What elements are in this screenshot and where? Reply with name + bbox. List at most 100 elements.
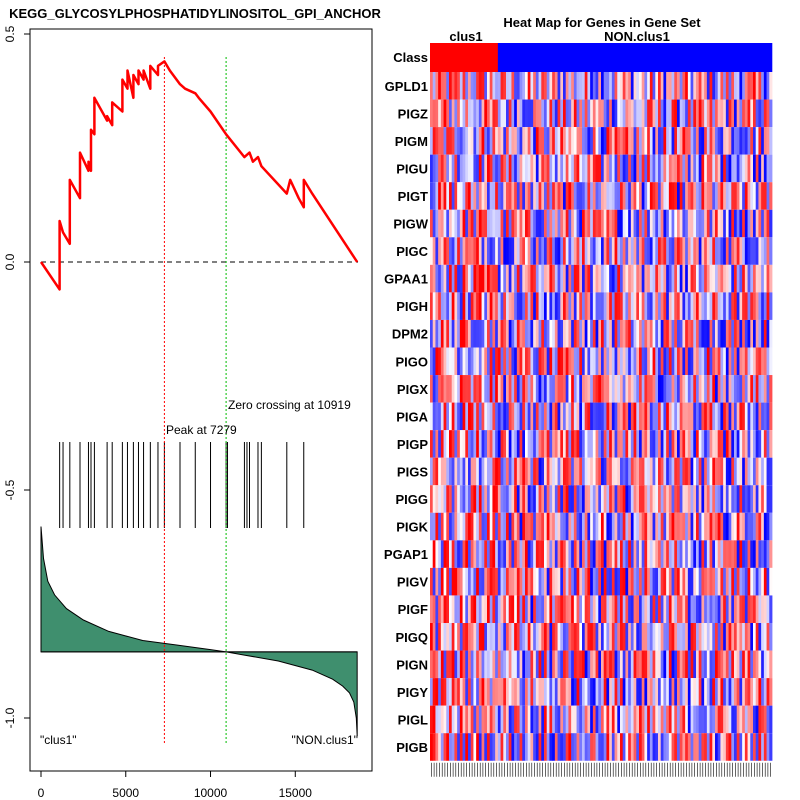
heatmap-cell — [622, 347, 626, 376]
heatmap-cell — [766, 595, 770, 623]
heatmap-cell — [546, 595, 550, 623]
heatmap-cell — [481, 402, 485, 431]
heatmap-cell — [584, 99, 588, 128]
heatmap-cell — [614, 595, 618, 623]
heatmap-cell — [701, 209, 705, 238]
heatmap-cell — [592, 623, 596, 651]
heatmap-cell — [739, 347, 743, 376]
heatmap-cell — [601, 623, 605, 651]
heatmap-cell — [454, 237, 458, 265]
heatmap-cell — [443, 623, 447, 651]
heatmap-cell — [758, 264, 762, 293]
enrichment-score-line — [39, 60, 359, 291]
heatmap-cell — [527, 319, 531, 348]
heatmap-cell — [671, 512, 675, 541]
heatmap-cell — [769, 540, 773, 568]
heatmap-cell — [690, 209, 694, 238]
heatmap-cell — [449, 430, 453, 458]
heatmap-cell — [511, 237, 515, 265]
heatmap-cell — [753, 623, 757, 651]
heatmap-cell — [484, 595, 488, 623]
heatmap-cell — [430, 567, 434, 596]
heatmap-cell — [516, 567, 520, 596]
heatmap-cell — [731, 347, 735, 376]
heatmap-cell — [639, 182, 643, 210]
heatmap-cell — [698, 402, 702, 431]
heatmap-cell — [579, 154, 583, 183]
heatmap-cell — [541, 733, 545, 761]
heatmap-cell — [652, 319, 656, 348]
heatmap-cell — [655, 512, 659, 541]
heatmap-cell — [734, 567, 738, 596]
heatmap-cell — [530, 705, 534, 734]
heatmap-cell — [617, 733, 621, 761]
heatmap-cell — [641, 209, 645, 238]
heatmap-cell — [682, 154, 686, 183]
heatmap-cell — [717, 650, 721, 679]
gene-row-label: PIGX — [397, 382, 428, 397]
heatmap-cell — [709, 595, 713, 623]
heatmap-cell — [652, 154, 656, 183]
heatmap-cell — [755, 347, 759, 376]
heatmap-cell — [674, 567, 678, 596]
heatmap-cell — [644, 237, 648, 265]
gene-row-label: DPM2 — [392, 327, 428, 342]
heatmap-cell — [568, 595, 572, 623]
heatmap-cell — [687, 209, 691, 238]
heatmap-cell — [440, 209, 444, 238]
heatmap-cell — [677, 402, 681, 431]
heatmap-cell — [723, 678, 727, 706]
heatmap-cell — [484, 264, 488, 293]
heatmap-cell — [470, 678, 474, 706]
heatmap-cell — [443, 319, 447, 348]
heatmap-cell — [655, 402, 659, 431]
heatmap-cell — [706, 154, 710, 183]
class-bar — [430, 43, 773, 72]
heatmap-cell — [554, 485, 558, 513]
heatmap-cell — [734, 99, 738, 128]
heatmap-cell — [557, 512, 561, 541]
heatmap-cell — [598, 127, 602, 155]
heatmap-cell — [449, 733, 453, 761]
heatmap-cell — [715, 457, 719, 486]
heatmap-cell — [728, 127, 732, 155]
heatmap-cell — [728, 319, 732, 348]
heatmap-cell — [511, 678, 515, 706]
heatmap-cell — [614, 237, 618, 265]
heatmap-cell — [723, 182, 727, 210]
heatmap-cell — [690, 623, 694, 651]
heatmap-cell — [685, 319, 689, 348]
heatmap-cell — [549, 347, 553, 376]
heatmap-cell — [476, 375, 480, 403]
heatmap-cell — [652, 375, 656, 403]
heatmap-cell — [723, 99, 727, 128]
heatmap-cell — [704, 264, 708, 293]
heatmap-cell — [690, 292, 694, 320]
heatmap-cell — [440, 678, 444, 706]
heatmap-cell — [611, 209, 615, 238]
heatmap-cell — [443, 705, 447, 734]
heatmap-cell — [497, 237, 501, 265]
heatmap-cell — [728, 485, 732, 513]
heatmap-cell — [435, 182, 439, 210]
heatmap-cell — [617, 237, 621, 265]
heatmap-cell — [704, 705, 708, 734]
heatmap-cell — [511, 72, 515, 100]
heatmap-cell — [595, 154, 599, 183]
heatmap-cell — [755, 705, 759, 734]
heatmap-cell — [663, 127, 667, 155]
heatmap-cell — [432, 457, 436, 486]
heatmap-cell — [755, 402, 759, 431]
heatmap-cell — [492, 375, 496, 403]
heatmap-cell — [641, 319, 645, 348]
heatmap-cell — [744, 402, 748, 431]
heatmap-cell — [535, 567, 539, 596]
heatmap-cell — [557, 319, 561, 348]
heatmap-cell — [649, 512, 653, 541]
heatmap-cell — [527, 127, 531, 155]
heatmap-cell — [641, 485, 645, 513]
heatmap-cell — [481, 512, 485, 541]
heatmap-cell — [538, 347, 542, 376]
heatmap-cell — [506, 733, 510, 761]
heatmap-cell — [679, 154, 683, 183]
